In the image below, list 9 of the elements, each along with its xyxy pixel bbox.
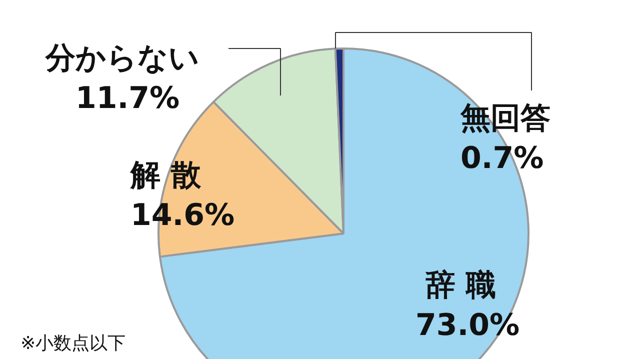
slice-label: 分からない xyxy=(44,41,200,76)
slice-label: 辞 職 xyxy=(424,268,496,303)
data-label: 0.7% xyxy=(460,141,544,176)
slice-label: 無回答 xyxy=(460,101,550,136)
data-label: 14.6% xyxy=(130,198,235,233)
data-label: 73.0% xyxy=(416,308,520,343)
data-label: 11.7% xyxy=(76,81,180,116)
text: ※小数点以下 xyxy=(20,333,126,354)
slice-label: 解 散 xyxy=(130,158,202,193)
